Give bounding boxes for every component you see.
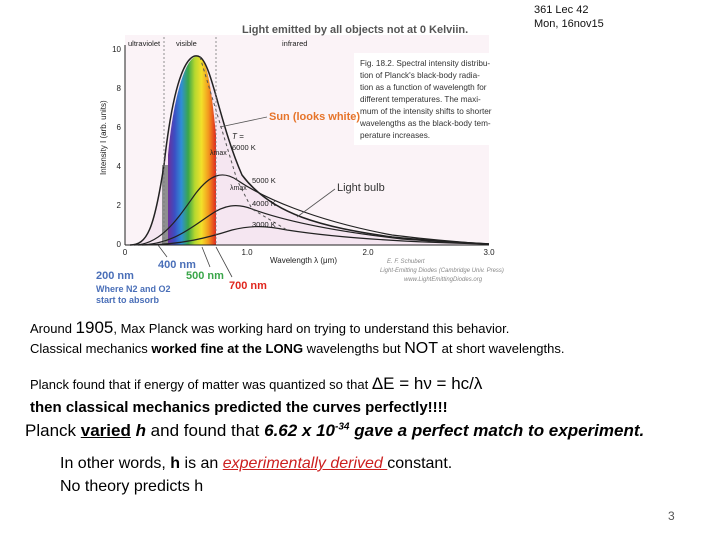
arrow-400 bbox=[157, 244, 168, 258]
y-tick: 6 bbox=[117, 123, 122, 132]
caption-line: tion as a function of wavelength for bbox=[360, 83, 487, 92]
text-span: gave a perfect match to experiment. bbox=[349, 421, 645, 440]
y-tick: 8 bbox=[117, 84, 122, 93]
y-ticks: 10 8 6 4 2 0 bbox=[112, 45, 121, 249]
x-axis-label: Wavelength λ (μm) bbox=[270, 256, 337, 265]
wl-500-label: 500 nm bbox=[186, 270, 224, 282]
text-line-7: No theory predicts h bbox=[60, 478, 204, 495]
text-line-5: Planck varied h and found that 6.62 x 10… bbox=[25, 421, 644, 441]
wl-700-label: 700 nm bbox=[229, 280, 267, 292]
caption-line: mum of the intensity shifts to shorter bbox=[360, 107, 492, 116]
text-span: Planck bbox=[25, 421, 81, 440]
temp-4000-label: 4000 K bbox=[252, 199, 276, 208]
text-line-4: then classical mechanics predicted the c… bbox=[30, 399, 448, 416]
band-label-ir: infrared bbox=[282, 39, 307, 48]
text-span: Around bbox=[30, 321, 76, 336]
x-tick: 0 bbox=[123, 248, 128, 257]
planck-equation: ΔE = hν = hc/λ bbox=[371, 374, 483, 393]
caption-line: perature increases. bbox=[360, 131, 430, 140]
y-axis-label: Intensity I (arb. units) bbox=[99, 100, 108, 175]
sun-label: Sun (looks white) bbox=[269, 111, 360, 123]
caption: Fig. 18.2. Spectral intensity distribu- … bbox=[359, 59, 492, 140]
y-tick: 10 bbox=[112, 45, 121, 54]
caption-line: tion of Planck's black-body radia- bbox=[360, 71, 480, 80]
absorb-line-2: start to absorb bbox=[96, 295, 160, 305]
temp-3000-label: 3000 K bbox=[252, 220, 276, 229]
absorb-line-1: Where N2 and O2 bbox=[96, 284, 171, 294]
planck-value: 6.62 x 10 bbox=[264, 421, 336, 440]
text-span: wavelengths but bbox=[303, 341, 405, 356]
band-label-uv: ultraviolet bbox=[128, 39, 161, 48]
x-tick: 2.0 bbox=[362, 248, 374, 257]
y-tick: 4 bbox=[117, 162, 122, 171]
temp-6000-label: 6000 K bbox=[232, 143, 256, 152]
text-span: constant. bbox=[387, 455, 453, 472]
curve-4000k bbox=[137, 205, 490, 246]
uv-band bbox=[162, 165, 168, 245]
arrow-700 bbox=[215, 246, 233, 278]
x-tick: 3.0 bbox=[483, 248, 495, 257]
caption-box bbox=[354, 53, 502, 145]
text-span: Classical mechanics bbox=[30, 341, 152, 356]
blackbody-figure: Light emitted by all objects not at 0 Ke… bbox=[96, 24, 504, 305]
sun-pointer bbox=[219, 116, 268, 128]
not-word: NOT bbox=[404, 340, 439, 357]
text-span: is an bbox=[180, 455, 223, 472]
y-tick: 2 bbox=[117, 201, 122, 210]
credit-line: Light-Emitting Diodes (Cambridge Univ. P… bbox=[380, 268, 504, 274]
curve-3000k bbox=[141, 226, 490, 246]
bold-span: worked fine at the LONG bbox=[151, 341, 304, 356]
credit: E. F. Schubert Light-Emitting Diodes (Ca… bbox=[380, 259, 504, 283]
slide-header: 361 Lec 42 Mon, 16nov15 bbox=[534, 3, 604, 31]
year-1905: 1905 bbox=[75, 318, 114, 337]
text-line-6: In other words, h is an experimentally d… bbox=[60, 455, 452, 473]
y-tick: 0 bbox=[117, 240, 122, 249]
text-span: Planck found that if energy of matter wa… bbox=[30, 377, 372, 392]
text-line-3: Planck found that if energy of matter wa… bbox=[30, 374, 482, 394]
caption-line: different temperatures. The maxi- bbox=[360, 95, 481, 104]
page-number: 3 bbox=[668, 509, 675, 523]
text-span: In other words, bbox=[60, 455, 171, 472]
text-span: at short wavelengths. bbox=[438, 341, 565, 356]
text-line-1: Around 1905, Max Planck was working hard… bbox=[30, 318, 509, 338]
lambda-max-line bbox=[199, 56, 288, 231]
experimentally-derived: experimentally derived bbox=[222, 455, 388, 472]
x-ticks: 0 1.0 2.0 3.0 bbox=[123, 248, 495, 257]
credit-line: E. F. Schubert bbox=[387, 259, 425, 265]
temp-5000-label: 5000 K bbox=[252, 176, 276, 185]
planck-exponent: -34 bbox=[335, 421, 350, 433]
date-label: Mon, 16nov15 bbox=[534, 18, 604, 30]
figure-title: Light emitted by all objects not at 0 Ke… bbox=[242, 24, 468, 36]
h-symbol: h bbox=[170, 455, 181, 472]
x-tick: 1.0 bbox=[241, 248, 253, 257]
visible-spectrum-band bbox=[168, 56, 216, 245]
wl-400-label: 400 nm bbox=[158, 259, 196, 271]
text-span: and found that bbox=[145, 421, 265, 440]
bulb-pointer bbox=[296, 188, 336, 218]
lambda-max-label-2: λmax bbox=[230, 185, 247, 192]
caption-line: Fig. 18.2. Spectral intensity distribu- bbox=[360, 59, 490, 68]
band-label-visible: visible bbox=[176, 39, 197, 48]
temp-T-label: T = bbox=[232, 132, 244, 141]
wl-200-label: 200 nm bbox=[96, 270, 134, 282]
arrow-500 bbox=[201, 246, 211, 268]
caption-line: wavelengths as the black-body tem- bbox=[359, 119, 491, 128]
text-span: , Max Planck was working hard on trying … bbox=[113, 321, 510, 336]
lecture-label: 361 Lec 42 bbox=[534, 4, 589, 16]
sun-curve-fill bbox=[130, 55, 489, 246]
credit-line: www.LightEmittingDiodes.org bbox=[404, 277, 483, 283]
h-symbol: h bbox=[130, 421, 146, 440]
varied-word: varied bbox=[80, 421, 131, 440]
text-line-2: Classical mechanics worked fine at the L… bbox=[30, 340, 565, 358]
bulb-label: Light bulb bbox=[337, 182, 385, 194]
curve-5000k bbox=[133, 174, 490, 246]
lambda-max-label-1: λmax bbox=[210, 150, 227, 157]
